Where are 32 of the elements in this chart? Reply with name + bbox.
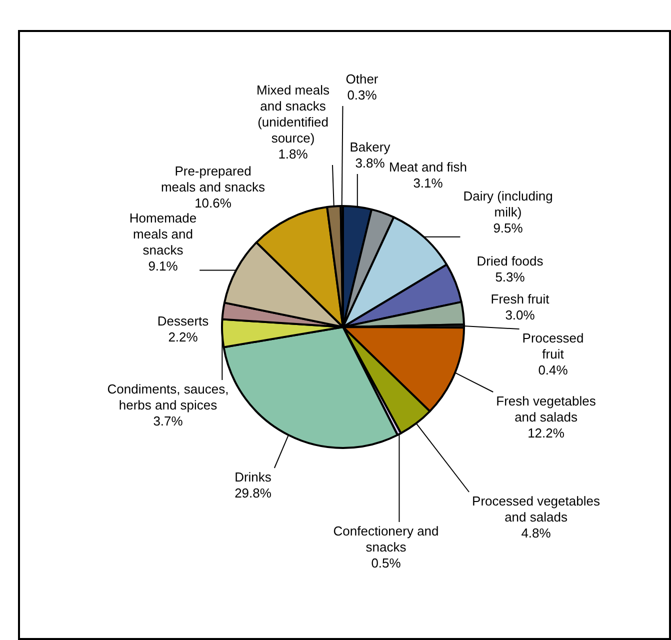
data-label: 2.2% [168,330,198,345]
slice-label: Dairy (including milk) [463,188,553,220]
data-label: 29.8% [234,486,272,501]
data-label: 12.2% [528,426,565,441]
slice-label: Condiments, sauces, herbs and spices [107,382,229,413]
data-label: 3.7% [153,414,184,429]
data-label: 9.1% [148,258,178,274]
data-label: 0.4% [538,362,568,378]
slice-label: Meat and fish [388,160,468,175]
data-label: 3.0% [505,308,536,323]
data-label: 10.6% [194,196,232,211]
data-label: 3.1% [413,176,444,191]
slice-label: Homemade meals and snacks [129,210,197,258]
data-label: 1.8% [278,146,308,162]
data-label: 3.8% [355,156,386,171]
slice-label: Drinks [234,470,272,485]
data-label: 5.3% [495,270,526,285]
slice-label: Processed fruit [522,330,584,362]
slice-label: Mixed meals and snacks (unidentified source) [256,82,330,146]
slice-label: Fresh fruit [490,292,550,307]
data-label: 4.8% [521,526,552,541]
slice-label: Confectionery and snacks [333,524,439,555]
data-label: 0.3% [347,88,378,103]
slice-label: Dried foods [476,254,544,269]
slice-label: Bakery [350,140,391,155]
data-label: 9.5% [493,220,524,236]
data-label: 0.5% [371,556,402,571]
slice-label: Pre-prepared meals and snacks [160,164,266,195]
slice-label: Desserts [157,314,210,329]
slice-label: Other [346,72,379,87]
slice-label: Fresh vegetables and salads [496,394,596,425]
slice-label: Processed vegetables and salads [472,494,600,525]
